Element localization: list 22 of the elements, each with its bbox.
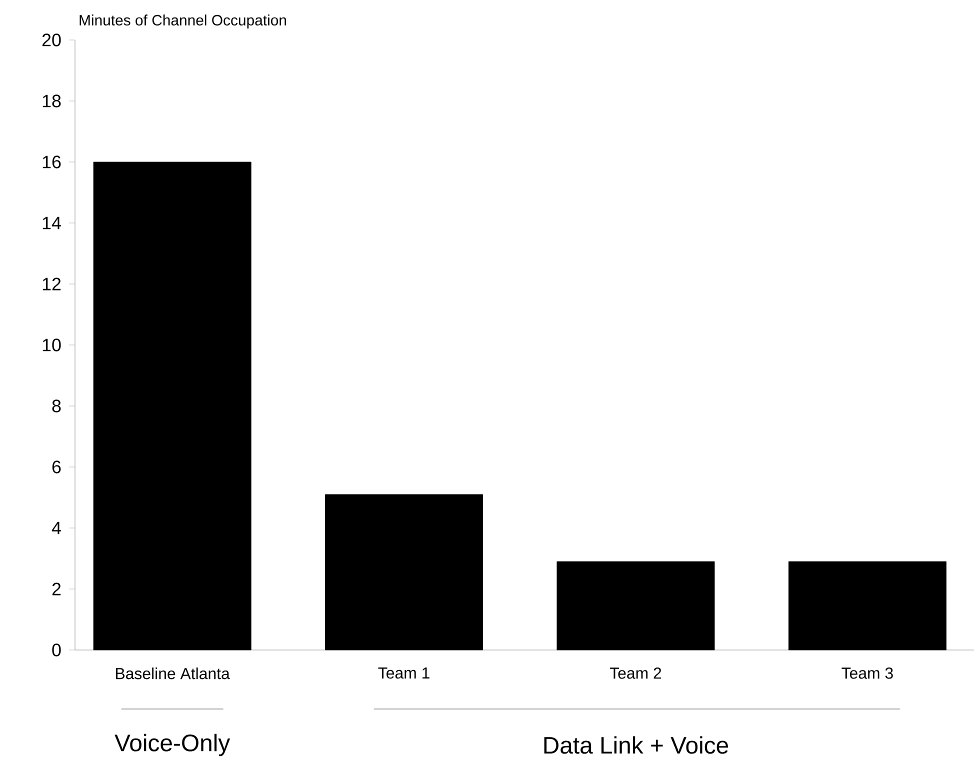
x-tick-label: Team 3 bbox=[842, 668, 893, 679]
bar bbox=[325, 494, 483, 650]
y-tick-label: 18 bbox=[42, 94, 61, 108]
y-tick-label: 6 bbox=[52, 460, 61, 474]
text: Data Link + Voice bbox=[544, 736, 728, 754]
x-tick-label: Baseline Atlanta bbox=[116, 668, 230, 680]
y-tick-label: 0 bbox=[52, 644, 61, 656]
y-tick-label: 12 bbox=[42, 278, 61, 290]
y-tick-label: 2 bbox=[52, 582, 61, 596]
y-tick-label: 20 bbox=[42, 34, 61, 46]
bar bbox=[788, 561, 946, 650]
x-tick-label: Team 1 bbox=[378, 668, 430, 679]
x-tick-label: Team 2 bbox=[610, 668, 662, 679]
bar bbox=[93, 162, 252, 650]
y-axis-title: Minutes of Channel Occupation bbox=[80, 14, 286, 28]
text: Voice-Only bbox=[114, 734, 230, 756]
y-tick-label: 4 bbox=[52, 522, 61, 534]
y-tick-label: 14 bbox=[42, 216, 61, 230]
y-tick-label: 10 bbox=[42, 338, 61, 352]
y-tick-label: 16 bbox=[42, 156, 61, 168]
y-tick-label: 8 bbox=[52, 400, 61, 412]
bar bbox=[556, 561, 715, 650]
